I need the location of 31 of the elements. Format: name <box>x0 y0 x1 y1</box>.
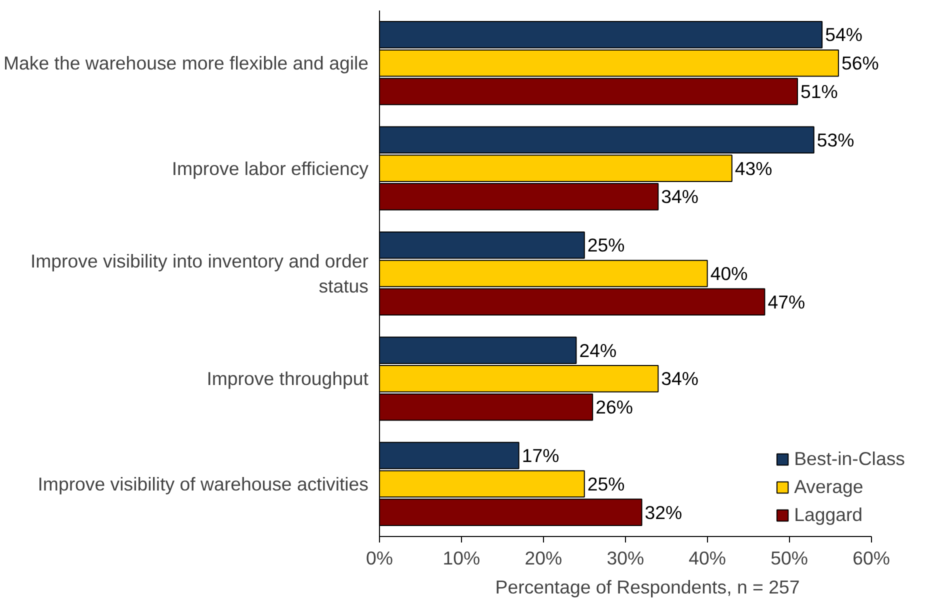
data-label: 54% <box>825 24 862 46</box>
legend-label: Laggard <box>794 504 863 526</box>
x-tick-label: 40% <box>688 548 726 568</box>
data-label: 32% <box>644 502 682 523</box>
data-label: 51% <box>800 81 838 102</box>
data-label: 25% <box>587 473 625 494</box>
y-tick-label: Make the warehouse more flexible and agile <box>3 52 368 74</box>
x-tick-label: 0% <box>366 548 393 568</box>
data-label: 34% <box>661 186 698 208</box>
x-tick-label: 50% <box>770 548 808 568</box>
y-tick-label: Improve labor efficiency <box>172 158 370 179</box>
data-label: 40% <box>710 263 748 284</box>
x-tick-label: 20% <box>524 548 562 568</box>
y-tick-label: Improve throughput <box>206 368 370 390</box>
y-tick-label: Improve visibility into inventory and order status <box>30 250 369 297</box>
data-label: 34% <box>661 368 698 390</box>
data-label: 56% <box>841 52 879 74</box>
data-label: 43% <box>734 158 772 179</box>
data-label: 17% <box>522 444 560 466</box>
x-tick-label: 10% <box>442 548 480 568</box>
legend-label: Average <box>794 476 864 498</box>
legend-label: Best-in-Class <box>794 448 905 470</box>
data-label: 24% <box>579 340 617 361</box>
data-label: 47% <box>768 291 806 312</box>
data-label: 53% <box>816 129 854 150</box>
x-axis-title: Percentage of Respondents, n = 257 <box>495 576 800 598</box>
x-tick-label: 60% <box>852 548 890 568</box>
data-label: 25% <box>587 234 625 256</box>
data-label: 26% <box>596 396 633 418</box>
y-tick-label: Improve visibility of warehouse activities <box>38 473 369 494</box>
x-tick-label: 30% <box>606 548 644 568</box>
